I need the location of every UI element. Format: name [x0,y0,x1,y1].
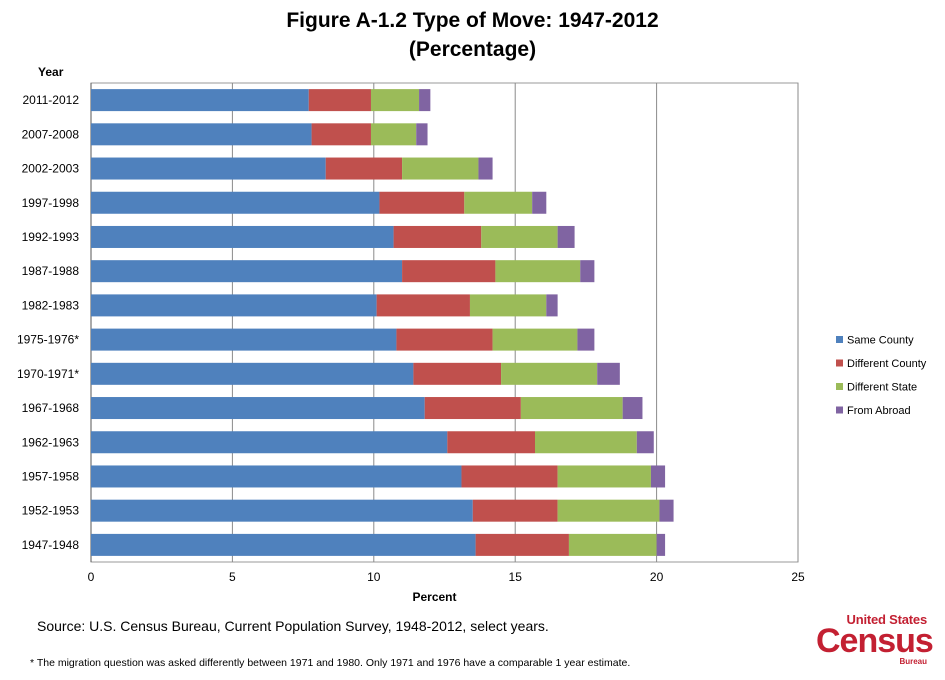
legend-swatch [836,359,843,367]
chart-title: Figure A-1.2 Type of Move: 1947-2012 (Pe… [0,6,945,64]
y-tick-label: 2002-2003 [22,162,80,176]
bar-same-county [91,157,326,180]
bar-same-county [91,328,397,351]
bar-different-county [379,191,465,214]
bar-different-county [461,465,558,488]
bar-from-abroad [546,294,558,317]
bar-same-county [91,260,403,283]
y-tick-label: 2011-2012 [23,93,80,107]
y-tick-label: 1957-1958 [22,469,80,483]
y-tick-label: 1975-1976* [17,333,79,347]
bar-different-state [370,123,417,146]
bar-different-county [447,431,535,454]
bar-from-abroad [557,225,575,248]
census-logo: United States Census Bureau [816,612,934,666]
bar-same-county [91,294,377,317]
x-tick-label: 15 [509,570,523,584]
source-note: Source: U.S. Census Bureau, Current Popu… [37,618,549,634]
y-axis-label: Year [38,65,64,79]
bar-from-abroad [659,499,674,522]
stacked-bar-chart: 0 5 10 15 20 25 Percent Year 2011-2012 2007-2008 2… [17,65,927,604]
y-tick-label: 1997-1998 [22,196,80,210]
y-tick-label: 1967-1968 [22,401,80,415]
logo-text-main: Census [816,622,934,660]
bar-different-county [396,328,493,351]
x-axis-label: Percent [412,590,456,604]
bar-different-state [557,465,651,488]
bar-different-state [469,294,547,317]
x-tick-label: 10 [367,570,381,584]
bar-different-county [472,499,558,522]
bar-different-county [393,225,482,248]
bar-from-abroad [532,191,547,214]
legend-swatch [836,383,843,390]
bar-same-county [91,533,476,556]
bar-same-county [91,225,394,248]
bar-different-county [413,362,502,385]
bar-different-state [492,328,578,351]
bar-different-state [501,362,598,385]
legend-label: Different State [847,382,917,394]
bar-different-state [481,225,558,248]
legend-swatch [836,406,843,414]
bar-different-county [424,397,521,420]
bar-same-county [91,123,312,146]
bar-different-county [311,123,371,146]
bar-different-state [557,499,660,522]
bar-different-county [325,157,403,180]
logo-text-bottom: Bureau [899,657,927,666]
chart-title-line1: Figure A-1.2 Type of Move: 1947-2012 [286,9,659,32]
footnote: * The migration question was asked diffe… [30,657,631,669]
x-tick-label: 0 [88,570,95,584]
bar-different-state [370,89,420,112]
chart-title-line2: (Percentage) [408,38,537,61]
bar-same-county [91,397,425,420]
x-tick-label: 5 [229,570,236,584]
bar-different-county [475,533,569,556]
bar-different-state [568,533,657,556]
bar-different-state [520,397,623,420]
bar-from-abroad [650,465,666,488]
plot-area [90,82,799,563]
bar-from-abroad [597,362,620,385]
bar-from-abroad [577,328,595,351]
bar-same-county [91,465,462,488]
y-tick-label: 1992-1993 [22,230,80,244]
x-tick-label: 20 [650,570,664,584]
legend-swatch [836,336,843,343]
y-tick-label: 1970-1971* [17,367,79,381]
y-tick-label: 1987-1988 [22,264,80,278]
bar-same-county [91,431,448,454]
logo-text-top: United States [846,612,928,627]
bar-from-abroad [580,260,595,283]
bar-same-county [91,499,473,522]
y-tick-label: 1962-1963 [22,435,80,449]
y-tick-label: 1952-1953 [22,504,80,518]
bar-from-abroad [478,157,493,180]
bar-same-county [91,362,414,385]
bar-same-county [91,191,380,214]
bar-different-county [308,89,371,112]
legend-label: From Abroad [847,405,911,417]
bar-different-state [464,191,533,214]
bar-from-abroad [656,533,666,556]
legend-label: Different County [847,358,927,370]
legend-label: Same County [847,335,914,347]
bar-different-state [534,431,637,454]
bar-different-county [402,260,496,283]
bar-different-county [376,294,470,317]
bar-from-abroad [416,123,428,146]
bar-from-abroad [622,397,643,420]
bar-same-county [91,89,309,112]
bar-different-state [495,260,581,283]
bar-from-abroad [636,431,654,454]
x-tick-label: 25 [791,570,805,584]
bar-different-state [402,157,479,180]
y-tick-label: 2007-2008 [22,127,80,141]
y-tick-label: 1982-1983 [22,298,80,312]
y-tick-label: 1947-1948 [22,538,80,552]
bar-from-abroad [419,89,431,112]
